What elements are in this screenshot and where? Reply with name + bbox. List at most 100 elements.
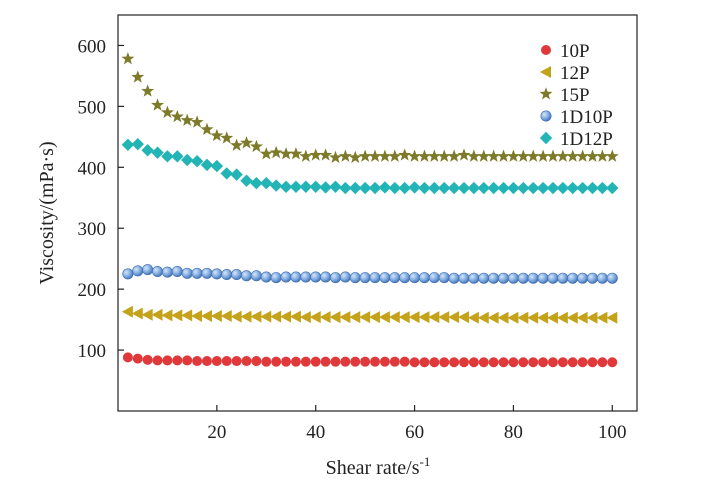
data-point bbox=[142, 354, 153, 365]
data-point bbox=[220, 131, 234, 144]
data-point bbox=[279, 180, 293, 194]
data-point bbox=[586, 181, 599, 195]
data-point bbox=[587, 272, 599, 284]
data-point bbox=[339, 271, 351, 283]
data-point bbox=[398, 311, 410, 324]
data-point bbox=[290, 356, 301, 367]
data-point bbox=[338, 149, 352, 162]
data-point bbox=[211, 268, 223, 280]
data-point bbox=[516, 149, 530, 162]
data-point bbox=[270, 310, 282, 323]
data-point bbox=[438, 272, 450, 284]
data-point bbox=[518, 357, 529, 368]
data-point bbox=[567, 272, 579, 284]
data-point bbox=[388, 311, 400, 324]
data-point bbox=[566, 181, 579, 195]
data-point bbox=[517, 272, 529, 284]
data-point bbox=[210, 309, 222, 322]
data-point bbox=[556, 311, 568, 324]
data-point bbox=[388, 149, 402, 162]
data-point bbox=[497, 149, 511, 162]
legend-label: 15P bbox=[560, 85, 590, 106]
series-1d12p bbox=[121, 137, 619, 195]
data-point bbox=[369, 311, 381, 324]
data-point bbox=[408, 181, 421, 194]
data-point bbox=[131, 70, 145, 83]
data-point bbox=[587, 357, 598, 368]
data-point bbox=[329, 150, 342, 164]
data-point bbox=[269, 145, 283, 159]
data-point bbox=[319, 311, 331, 324]
data-point bbox=[586, 149, 599, 162]
data-point bbox=[606, 311, 618, 324]
legend-marker bbox=[541, 45, 551, 55]
data-point bbox=[487, 311, 499, 324]
data-point bbox=[368, 149, 382, 162]
data-point bbox=[259, 147, 273, 160]
data-point bbox=[468, 272, 480, 284]
data-point bbox=[409, 357, 420, 368]
data-point bbox=[538, 357, 549, 368]
data-point bbox=[438, 311, 450, 324]
data-point bbox=[557, 272, 569, 284]
data-point bbox=[182, 355, 193, 366]
data-point bbox=[319, 181, 332, 194]
data-point bbox=[566, 311, 578, 324]
data-point bbox=[506, 149, 520, 162]
data-point bbox=[408, 311, 420, 324]
data-point bbox=[162, 355, 173, 366]
data-point bbox=[201, 356, 212, 367]
legend-marker bbox=[539, 131, 553, 145]
data-point bbox=[231, 356, 242, 367]
y-tick-label: 500 bbox=[78, 97, 107, 118]
data-point bbox=[488, 357, 499, 368]
data-point bbox=[349, 272, 361, 284]
data-point bbox=[457, 181, 471, 195]
data-point bbox=[379, 272, 391, 284]
data-point bbox=[417, 149, 431, 162]
plot-frame bbox=[117, 14, 638, 412]
x-tick-label: 100 bbox=[598, 422, 627, 443]
data-point bbox=[220, 309, 232, 322]
data-point bbox=[349, 311, 361, 324]
data-point bbox=[467, 149, 481, 162]
data-point bbox=[418, 272, 430, 284]
data-point bbox=[172, 355, 183, 366]
data-point bbox=[458, 311, 469, 324]
data-point bbox=[319, 148, 333, 161]
data-point bbox=[459, 357, 469, 368]
legend-label: 1D10P bbox=[560, 107, 613, 128]
data-point bbox=[309, 148, 323, 161]
data-point bbox=[497, 311, 509, 324]
data-point bbox=[528, 357, 539, 368]
data-point bbox=[556, 181, 570, 195]
data-point bbox=[122, 352, 133, 363]
data-point bbox=[350, 356, 361, 367]
data-point bbox=[250, 176, 263, 190]
data-point bbox=[467, 311, 479, 324]
data-point bbox=[537, 272, 549, 284]
data-point bbox=[240, 310, 252, 323]
data-point bbox=[299, 180, 313, 194]
data-point bbox=[171, 309, 183, 322]
data-point bbox=[310, 271, 322, 283]
data-point bbox=[190, 155, 204, 168]
data-point bbox=[271, 356, 282, 367]
data-point bbox=[487, 149, 501, 162]
data-point bbox=[547, 357, 558, 368]
data-point bbox=[260, 176, 273, 190]
data-point bbox=[487, 181, 500, 195]
data-point bbox=[280, 310, 292, 323]
data-point bbox=[606, 181, 619, 195]
data-point bbox=[181, 309, 193, 322]
data-point bbox=[468, 357, 479, 368]
x-tick-label: 40 bbox=[306, 422, 325, 443]
data-point bbox=[536, 181, 550, 195]
data-point bbox=[299, 311, 311, 324]
legend-item-1d10p: 1D10P bbox=[540, 107, 613, 128]
data-point bbox=[428, 272, 440, 284]
data-point bbox=[339, 311, 351, 324]
legend-marker bbox=[540, 110, 552, 122]
legend-item-15p: 15P bbox=[539, 85, 590, 106]
data-point bbox=[190, 115, 204, 128]
